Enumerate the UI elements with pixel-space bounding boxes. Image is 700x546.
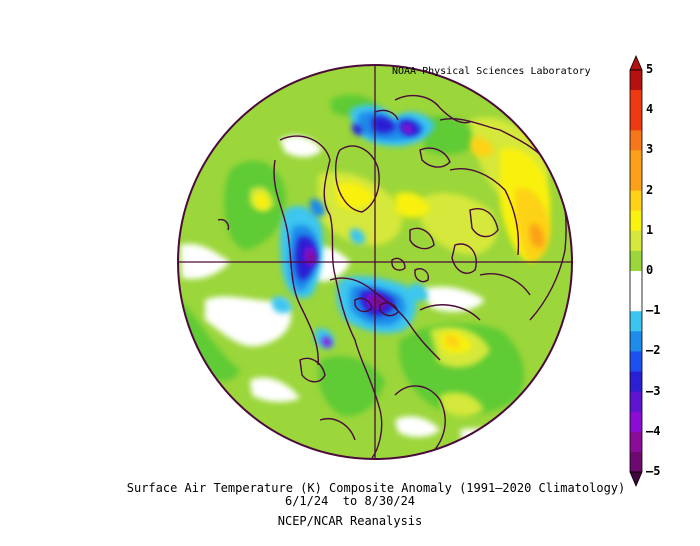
colorbar-tick-label: –5 <box>646 464 661 478</box>
colorbar-segment <box>630 230 642 252</box>
colorbar-segment <box>630 411 642 433</box>
colorbar-tick-label: –1 <box>646 303 661 318</box>
colorbar-segment <box>630 371 642 393</box>
colorbar-segment <box>630 190 642 212</box>
colorbar-segment <box>630 130 642 151</box>
credit-label: NOAA Physical Sciences Laboratory <box>392 66 591 77</box>
colorbar-segment <box>630 291 642 312</box>
colorbar-segment <box>630 351 642 372</box>
colorbar-segment <box>630 271 642 292</box>
colorbar-tick-label: 3 <box>646 142 654 157</box>
colorbar-segment <box>630 250 642 272</box>
colorbar-segment <box>630 70 642 91</box>
colorbar-segment <box>630 451 642 473</box>
colorbar-tick-label: 1 <box>646 222 654 237</box>
colorbar-segment <box>630 150 642 171</box>
caption-title: Surface Air Temperature (K) Composite An… <box>126 481 626 495</box>
colorbar-segment <box>630 170 642 192</box>
caption-dates: 6/1/24 to 8/30/24 <box>284 494 416 508</box>
colorbar-tick-label: –4 <box>646 423 661 438</box>
colorbar <box>629 54 643 488</box>
colorbar-segment <box>630 210 642 232</box>
caption-source: NCEP/NCAR Reanalysis <box>277 514 423 528</box>
colorbar-segment <box>630 90 642 111</box>
anomaly-very-hot-patches <box>530 223 545 248</box>
colorbar-segment <box>630 110 642 131</box>
colorbar-segment <box>630 311 642 332</box>
colorbar-tick-label: 0 <box>646 263 654 277</box>
coastlines <box>217 94 567 459</box>
colorbar-frame <box>629 69 643 473</box>
colorbar-tick-label: 5 <box>646 62 654 76</box>
colorbar-segment <box>630 391 642 413</box>
colorbar-tick-label: 2 <box>646 182 654 197</box>
colorbar-tick-label: –2 <box>646 343 661 358</box>
colorbar-tick-label: 4 <box>646 102 654 117</box>
colorbar-tick-label: –3 <box>646 383 661 398</box>
colorbar-segment <box>630 331 642 352</box>
colorbar-arrow-top <box>629 54 643 71</box>
colorbar-segment <box>630 431 642 453</box>
